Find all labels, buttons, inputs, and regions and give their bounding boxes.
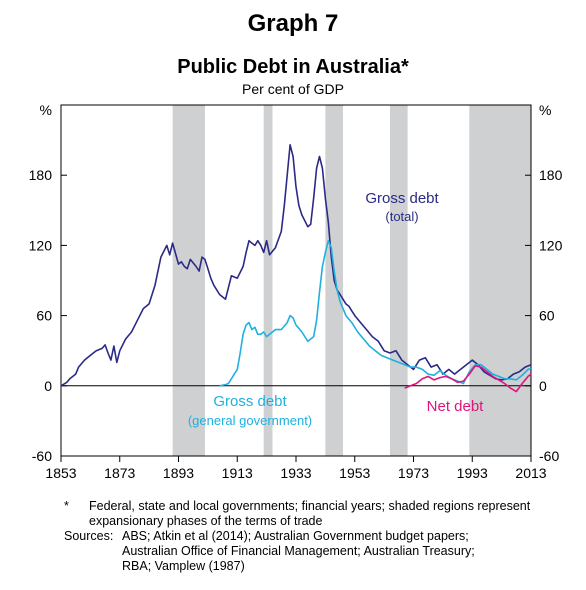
- x-tick-label: 1973: [398, 465, 429, 481]
- gross-debt-general-label: (general government): [188, 413, 312, 428]
- debt-chart: -60 -60 0 0 60 60 120 120 180 180% % 1853 1873 1893 19…: [29, 102, 563, 481]
- x-tick-label: 2013: [515, 465, 546, 481]
- x-tick-label: 1873: [104, 465, 135, 481]
- chart-subtitle: Per cent of GDP: [242, 81, 344, 97]
- x-tick-label: 1993: [457, 465, 488, 481]
- shaded-period: [390, 105, 408, 456]
- x-tick-label: 1853: [45, 465, 76, 481]
- y-tick-label-left: 60: [36, 308, 52, 324]
- gross-debt-total-line: [60, 144, 532, 387]
- y-tick-label-left: -60: [32, 448, 52, 464]
- y-tick-label-left: 120: [29, 237, 53, 253]
- footnote-text: Federal, state and local governments; fi…: [89, 499, 531, 528]
- gross-debt-total-label: Gross debt: [365, 190, 439, 207]
- gross-debt-total-label: (total): [385, 209, 418, 224]
- net-debt-label: Net debt: [427, 398, 485, 415]
- y-tick-label-right: 0: [539, 378, 547, 394]
- net-debt-line: [404, 365, 532, 393]
- footnote-marker: *: [64, 499, 69, 513]
- x-tick-label: 1893: [163, 465, 194, 481]
- graph-number: Graph 7: [247, 10, 339, 37]
- shaded-period: [172, 105, 205, 456]
- x-tick-label: 1933: [280, 465, 311, 481]
- y-unit-right: %: [539, 102, 551, 118]
- sources-label: Sources:: [64, 529, 114, 543]
- shaded-period: [469, 105, 531, 456]
- gross-debt-general-label: Gross debt: [213, 393, 287, 410]
- sources-text: ABS; Atkin et al (2014); Australian Gove…: [122, 529, 552, 574]
- y-tick-label-right: 180: [539, 167, 563, 183]
- shaded-period: [263, 105, 273, 456]
- y-unit-left: %: [40, 102, 52, 118]
- y-tick-label-left: 180: [29, 167, 53, 183]
- y-tick-label-right: 120: [539, 237, 563, 253]
- chart-title: Public Debt in Australia*: [177, 56, 409, 78]
- sources-line: ABS; Atkin et al (2014); Australian Gove…: [122, 529, 469, 543]
- sources-line: RBA; Vamplew (1987): [122, 559, 245, 573]
- x-tick-label: 1953: [339, 465, 370, 481]
- y-tick-label-right: 60: [539, 308, 555, 324]
- x-tick-label: 1913: [222, 465, 253, 481]
- y-tick-label-right: -60: [539, 448, 559, 464]
- y-tick-label-left: 0: [44, 378, 52, 394]
- sources-line: Australian Office of Financial Managemen…: [122, 544, 475, 558]
